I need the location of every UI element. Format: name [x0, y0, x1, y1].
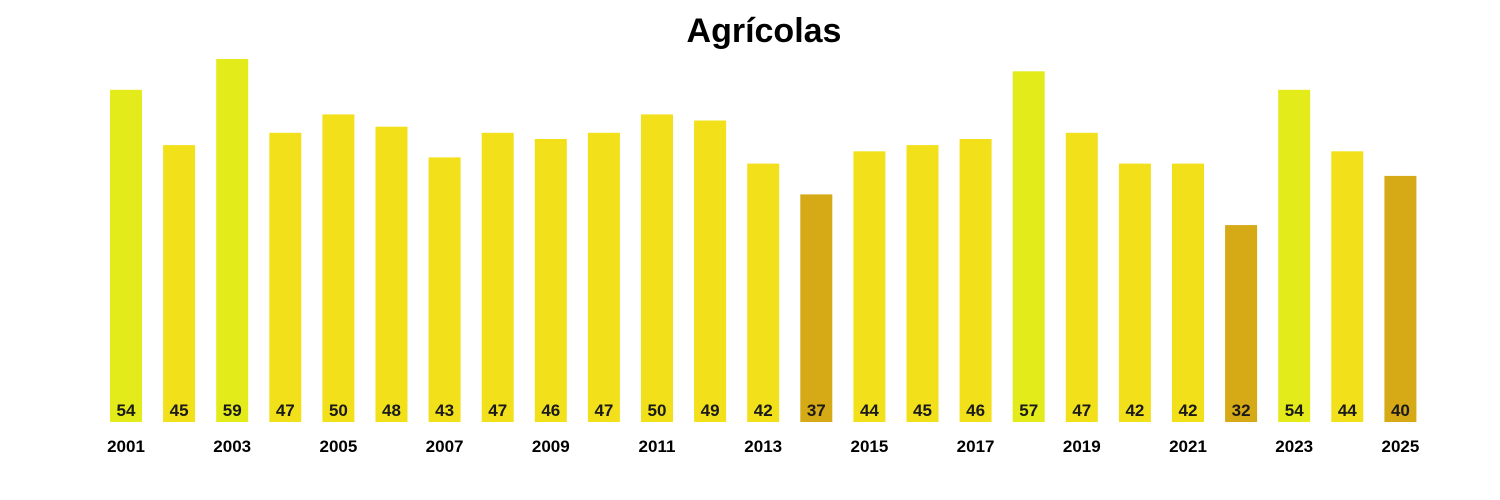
bar-2009 — [534, 139, 567, 422]
bar-2025 — [1384, 175, 1417, 422]
x-tick-2013: 2013 — [744, 437, 782, 456]
x-tick-2009: 2009 — [532, 437, 570, 456]
bar-2005 — [322, 114, 355, 423]
bar-2012 — [694, 120, 727, 422]
bar-2008 — [481, 132, 514, 423]
value-label-2012: 49 — [701, 401, 720, 420]
x-tick-2001: 2001 — [107, 437, 145, 456]
value-label-2005: 50 — [329, 401, 348, 420]
value-label-2017: 46 — [966, 401, 985, 420]
bar-2010 — [587, 132, 620, 423]
bars-group — [110, 59, 1417, 423]
value-label-2007: 43 — [435, 401, 454, 420]
x-tick-2017: 2017 — [957, 437, 995, 456]
value-label-2020: 42 — [1125, 401, 1144, 420]
x-tick-2005: 2005 — [319, 437, 357, 456]
x-tick-2023: 2023 — [1275, 437, 1313, 456]
value-label-2011: 50 — [648, 401, 667, 420]
value-label-2022: 32 — [1232, 401, 1251, 420]
bar-2015 — [853, 151, 886, 423]
chart-title: Agrícolas — [686, 12, 842, 50]
value-label-2013: 42 — [754, 401, 773, 420]
bar-2023 — [1278, 89, 1311, 423]
value-label-2014: 37 — [807, 401, 826, 420]
bar-2022 — [1225, 225, 1258, 422]
bar-2020 — [1118, 163, 1151, 422]
bar-2017 — [959, 139, 992, 422]
value-label-2021: 42 — [1179, 401, 1198, 420]
bar-2018 — [1012, 71, 1045, 423]
bar-2004 — [269, 132, 302, 423]
bar-2001 — [110, 89, 142, 423]
x-tick-2007: 2007 — [426, 437, 464, 456]
value-label-2016: 45 — [913, 401, 932, 420]
bar-2007 — [428, 157, 461, 422]
x-tick-2011: 2011 — [639, 437, 676, 456]
x-tick-2021: 2021 — [1169, 437, 1207, 456]
bar-2016 — [906, 145, 939, 422]
value-label-2002: 45 — [170, 401, 189, 420]
bar-2024 — [1331, 151, 1364, 423]
value-label-2015: 44 — [860, 401, 879, 420]
x-tick-2015: 2015 — [850, 437, 888, 456]
value-label-2009: 46 — [541, 401, 560, 420]
x-tick-labels-group: 2001 2003 2005 2007 2009 2011 2013 2015 2017 2019… — [107, 437, 1419, 456]
x-tick-2003: 2003 — [213, 437, 251, 456]
value-label-2025: 40 — [1391, 401, 1410, 420]
value-label-2019: 47 — [1072, 401, 1091, 420]
value-label-2023: 54 — [1285, 401, 1304, 420]
bar-2019 — [1065, 132, 1098, 423]
value-label-2006: 48 — [382, 401, 401, 420]
value-label-2010: 47 — [594, 401, 613, 420]
bar-2002 — [163, 145, 196, 422]
bar-2021 — [1172, 163, 1204, 422]
value-label-2003: 59 — [223, 401, 242, 420]
value-label-2001: 54 — [117, 401, 136, 420]
value-labels-group: 54 45 59 47 50 48 43 47 46 47 50 49 42 37 44 45 46 57 47 42… — [117, 401, 1410, 420]
bar-2003 — [216, 59, 249, 422]
value-label-2018: 57 — [1019, 401, 1038, 420]
x-tick-2019: 2019 — [1063, 437, 1101, 456]
bar-2011 — [641, 114, 673, 423]
bar-2014 — [800, 194, 833, 422]
value-label-2024: 44 — [1338, 401, 1357, 420]
x-tick-2025: 2025 — [1381, 437, 1419, 456]
value-label-2004: 47 — [276, 401, 295, 420]
bar-2006 — [375, 126, 408, 422]
bar-2013 — [747, 163, 780, 422]
value-label-2008: 47 — [488, 401, 507, 420]
